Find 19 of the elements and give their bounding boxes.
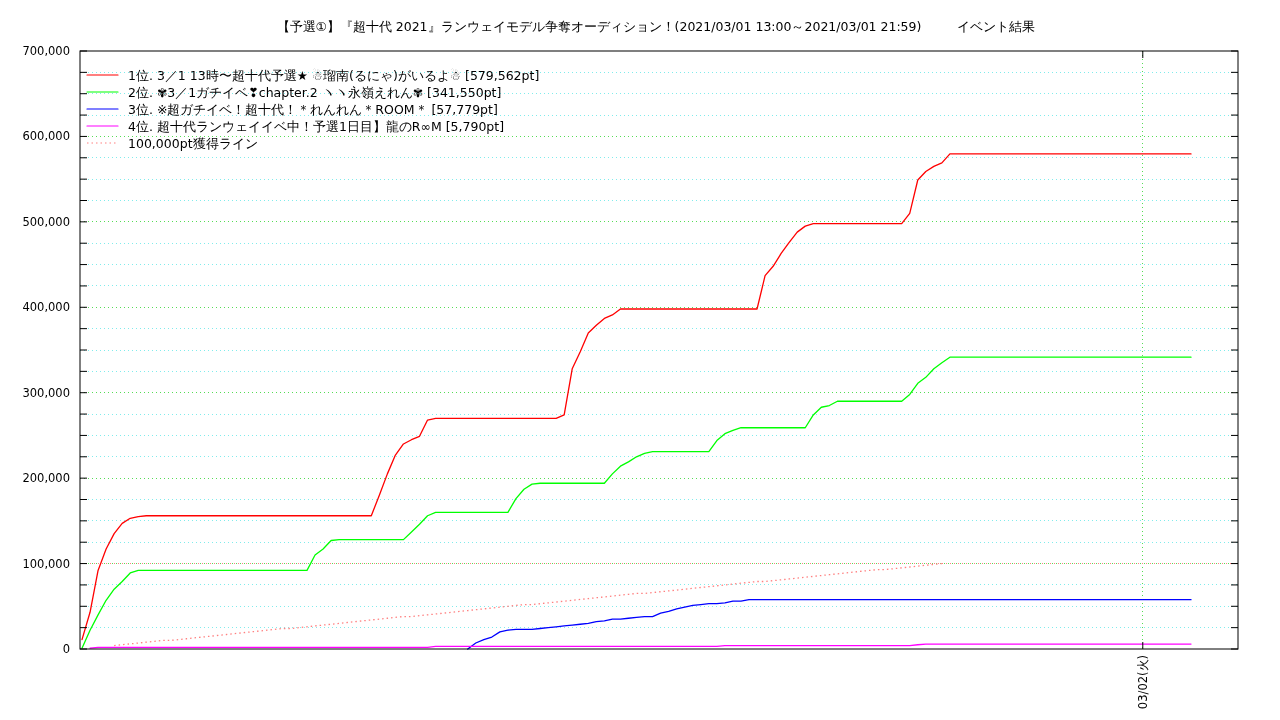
x-tick-label: 03/02(火): [1135, 655, 1150, 710]
legend-label: 2位. ✾3／1ガチイベ❣chapter.2 ヽヽ永嶺えれん✾ [341,550pt]: [128, 84, 502, 100]
line-series: [81, 356, 1192, 649]
line-series: [113, 562, 943, 647]
legend-label: 4位. 超十代ランウェイイベ中！予選1日目】龍のR∞M [5,790pt]: [128, 118, 505, 134]
legend-label: 100,000pt獲得ライン: [128, 135, 258, 151]
y-tick-label: 400,000: [22, 300, 70, 315]
y-tick-label: 600,000: [22, 129, 70, 144]
y-tick-label: 200,000: [22, 471, 70, 486]
legend-label: 1位. 3／1 13時〜超十代予選★ ☃瑠南(るにゃ)がいるよ☃ [579,562pt]: [128, 67, 540, 83]
y-tick-label: 700,000: [22, 44, 70, 58]
legend-label: 3位. ※超ガチイベ！超十代！＊れんれん＊ROOM＊ [57,779pt]: [128, 101, 498, 117]
title: 【予選①】『超十代 2021』ランウェイモデル争奪オーディション！(2021/03/01 13:00～2021/03/01 21:59) イベント結果: [276, 18, 1036, 34]
y-tick-label: 100,000: [22, 556, 70, 571]
line-series: [81, 153, 1192, 641]
y-tick-label: 500,000: [22, 214, 70, 229]
line-series: [467, 598, 1192, 650]
y-tick-label: 300,000: [22, 385, 70, 400]
y-tick-label: 0: [62, 642, 70, 656]
